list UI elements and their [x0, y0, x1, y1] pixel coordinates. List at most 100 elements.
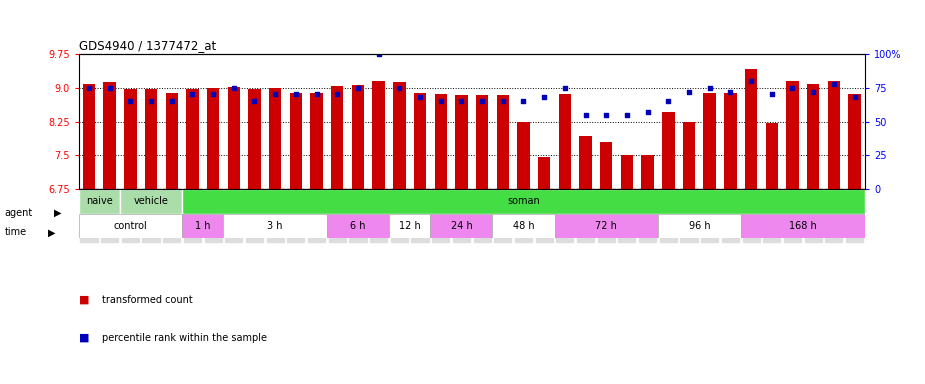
- Text: 6 h: 6 h: [351, 221, 365, 231]
- Text: ▶: ▶: [54, 208, 61, 218]
- Point: [371, 51, 386, 57]
- Bar: [311, 93, 323, 189]
- Point: [640, 109, 655, 115]
- Text: 168 h: 168 h: [789, 221, 817, 231]
- Bar: [269, 88, 281, 189]
- Text: ■: ■: [79, 295, 89, 305]
- Point: [123, 98, 138, 104]
- Point: [143, 98, 158, 104]
- Bar: [724, 93, 736, 189]
- Point: [620, 112, 635, 118]
- Bar: [559, 94, 571, 189]
- Bar: [435, 94, 447, 189]
- Bar: [492, 214, 554, 238]
- Point: [475, 98, 489, 104]
- Text: vehicle: vehicle: [133, 197, 168, 207]
- Point: [682, 89, 697, 95]
- Point: [103, 84, 117, 91]
- Bar: [393, 82, 405, 189]
- Text: 3 h: 3 h: [267, 221, 283, 231]
- Point: [764, 91, 779, 98]
- Point: [826, 81, 841, 87]
- Bar: [186, 89, 199, 189]
- Bar: [389, 214, 430, 238]
- Bar: [538, 157, 550, 189]
- Bar: [641, 156, 654, 189]
- Bar: [475, 95, 488, 189]
- Bar: [82, 84, 95, 189]
- Text: ■: ■: [79, 333, 89, 343]
- Bar: [662, 112, 674, 189]
- Text: ▶: ▶: [48, 227, 55, 237]
- Point: [847, 94, 862, 100]
- Point: [702, 84, 717, 91]
- Bar: [224, 214, 327, 238]
- Bar: [373, 81, 385, 189]
- Bar: [248, 89, 261, 189]
- Point: [330, 91, 345, 98]
- Point: [723, 89, 738, 95]
- Bar: [517, 121, 530, 189]
- Bar: [658, 214, 741, 238]
- Bar: [704, 93, 716, 189]
- Bar: [430, 214, 492, 238]
- Text: naive: naive: [86, 197, 113, 207]
- Point: [598, 112, 613, 118]
- Point: [454, 98, 469, 104]
- Bar: [290, 93, 302, 189]
- Bar: [331, 86, 343, 189]
- Bar: [166, 93, 178, 189]
- Bar: [327, 214, 389, 238]
- Point: [785, 84, 800, 91]
- Text: GDS4940 / 1377472_at: GDS4940 / 1377472_at: [79, 39, 216, 52]
- Text: time: time: [5, 227, 27, 237]
- Bar: [182, 214, 224, 238]
- Point: [744, 78, 758, 84]
- Point: [309, 91, 324, 98]
- Bar: [104, 82, 116, 189]
- Text: 72 h: 72 h: [596, 221, 617, 231]
- Text: 24 h: 24 h: [450, 221, 473, 231]
- Bar: [828, 81, 840, 189]
- Point: [660, 98, 675, 104]
- Bar: [741, 214, 865, 238]
- Bar: [786, 81, 798, 189]
- Bar: [145, 89, 157, 189]
- Text: 96 h: 96 h: [688, 221, 710, 231]
- Bar: [600, 142, 612, 189]
- Bar: [120, 189, 182, 214]
- Bar: [79, 214, 182, 238]
- Point: [516, 98, 531, 104]
- Text: control: control: [114, 221, 147, 231]
- Point: [81, 84, 96, 91]
- Text: soman: soman: [507, 197, 540, 207]
- Text: transformed count: transformed count: [102, 295, 192, 305]
- Bar: [579, 136, 592, 189]
- Bar: [807, 84, 820, 189]
- Point: [205, 91, 220, 98]
- Point: [806, 89, 820, 95]
- Point: [496, 98, 511, 104]
- Point: [558, 84, 573, 91]
- Point: [165, 98, 179, 104]
- Point: [289, 91, 303, 98]
- Bar: [848, 94, 861, 189]
- Point: [185, 91, 200, 98]
- Bar: [352, 85, 364, 189]
- Point: [392, 84, 407, 91]
- Text: agent: agent: [5, 208, 33, 218]
- Bar: [621, 156, 633, 189]
- Point: [268, 91, 283, 98]
- Bar: [182, 189, 865, 214]
- Bar: [745, 69, 758, 189]
- Bar: [497, 95, 509, 189]
- Bar: [413, 93, 426, 189]
- Bar: [683, 121, 696, 189]
- Text: 1 h: 1 h: [195, 221, 211, 231]
- Text: 48 h: 48 h: [512, 221, 535, 231]
- Point: [247, 98, 262, 104]
- Bar: [766, 123, 778, 189]
- Point: [227, 84, 241, 91]
- Bar: [207, 88, 219, 189]
- Point: [433, 98, 448, 104]
